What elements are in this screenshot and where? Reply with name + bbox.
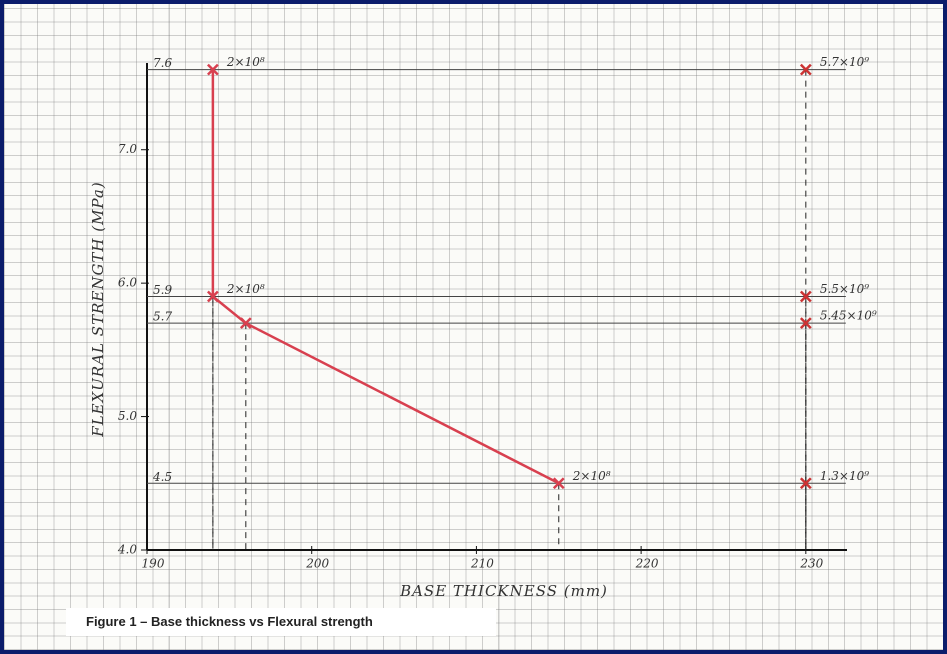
y-tick-label: 4.0 [117, 543, 137, 557]
y-tick-label: 7.0 [118, 142, 137, 156]
x-tick-label: 210 [470, 557, 494, 571]
annotation: 2×10⁸ [226, 55, 265, 69]
y-axis-label: FLEXURAL STRENGTH (MPa) [89, 181, 107, 437]
reference-label: 5.9 [153, 283, 172, 297]
data-line [213, 70, 559, 484]
x-tick-label: 200 [305, 557, 329, 571]
annotation: 2×10⁸ [572, 469, 611, 483]
chart: BASE THICKNESS (mm) FLEXURAL STRENGTH (M… [4, 4, 943, 650]
reference-label: 5.7 [153, 310, 172, 324]
annotation: 5.45×10⁹ [820, 309, 877, 323]
page: BASE THICKNESS (mm) FLEXURAL STRENGTH (M… [0, 0, 947, 654]
x-axis-label: BASE THICKNESS (mm) [399, 582, 608, 600]
annotation: 2×10⁸ [226, 282, 265, 296]
x-tick-label: 230 [799, 557, 823, 571]
reference-label: 7.6 [153, 56, 172, 70]
annotation: 5.5×10⁹ [820, 282, 869, 296]
reference-label: 4.5 [152, 470, 172, 484]
figure-caption: Figure 1 – Base thickness vs Flexural st… [66, 608, 496, 636]
y-tick-label: 5.0 [118, 409, 137, 423]
y-tick-label: 6.0 [118, 276, 137, 290]
annotation: 5.7×10⁹ [820, 55, 869, 69]
x-tick-label: 220 [635, 557, 659, 571]
x-tick-label: 190 [142, 557, 165, 571]
annotation: 1.3×10⁹ [820, 469, 869, 483]
